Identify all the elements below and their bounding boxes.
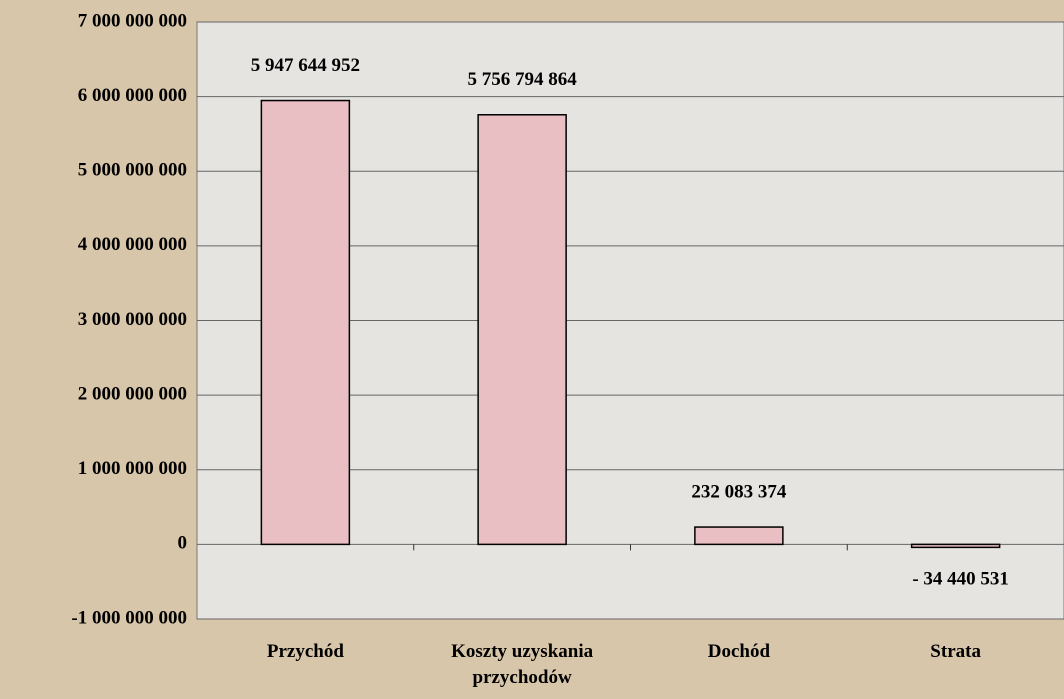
bar — [694, 526, 784, 546]
y-tick-label: 3 000 000 000 — [78, 309, 187, 330]
bar — [477, 114, 567, 546]
x-tick-label: Koszty uzyskania przychodów — [451, 641, 594, 688]
y-tick-label: 7 000 000 000 — [78, 10, 187, 31]
bar — [260, 99, 351, 546]
y-tick-label: -1 000 000 000 — [71, 607, 187, 628]
data-label: 5 756 794 864 — [468, 69, 578, 90]
bar — [910, 543, 1001, 549]
data-label: 5 947 644 952 — [251, 55, 360, 76]
y-tick-label: 1 000 000 000 — [78, 458, 187, 479]
x-tick-label: Przychód — [266, 641, 344, 662]
x-tick-label: Strata — [930, 641, 981, 662]
data-label: 232 083 374 — [691, 481, 787, 502]
y-tick-label: 5 000 000 000 — [78, 160, 187, 181]
x-tick-label: Dochód — [707, 641, 771, 662]
y-tick-label: 2 000 000 000 — [78, 383, 187, 404]
y-tick-label: 6 000 000 000 — [78, 85, 187, 106]
data-label: - 34 440 531 — [912, 569, 1009, 590]
y-tick-label: 4 000 000 000 — [78, 234, 187, 255]
y-tick-label: 0 — [178, 533, 188, 554]
